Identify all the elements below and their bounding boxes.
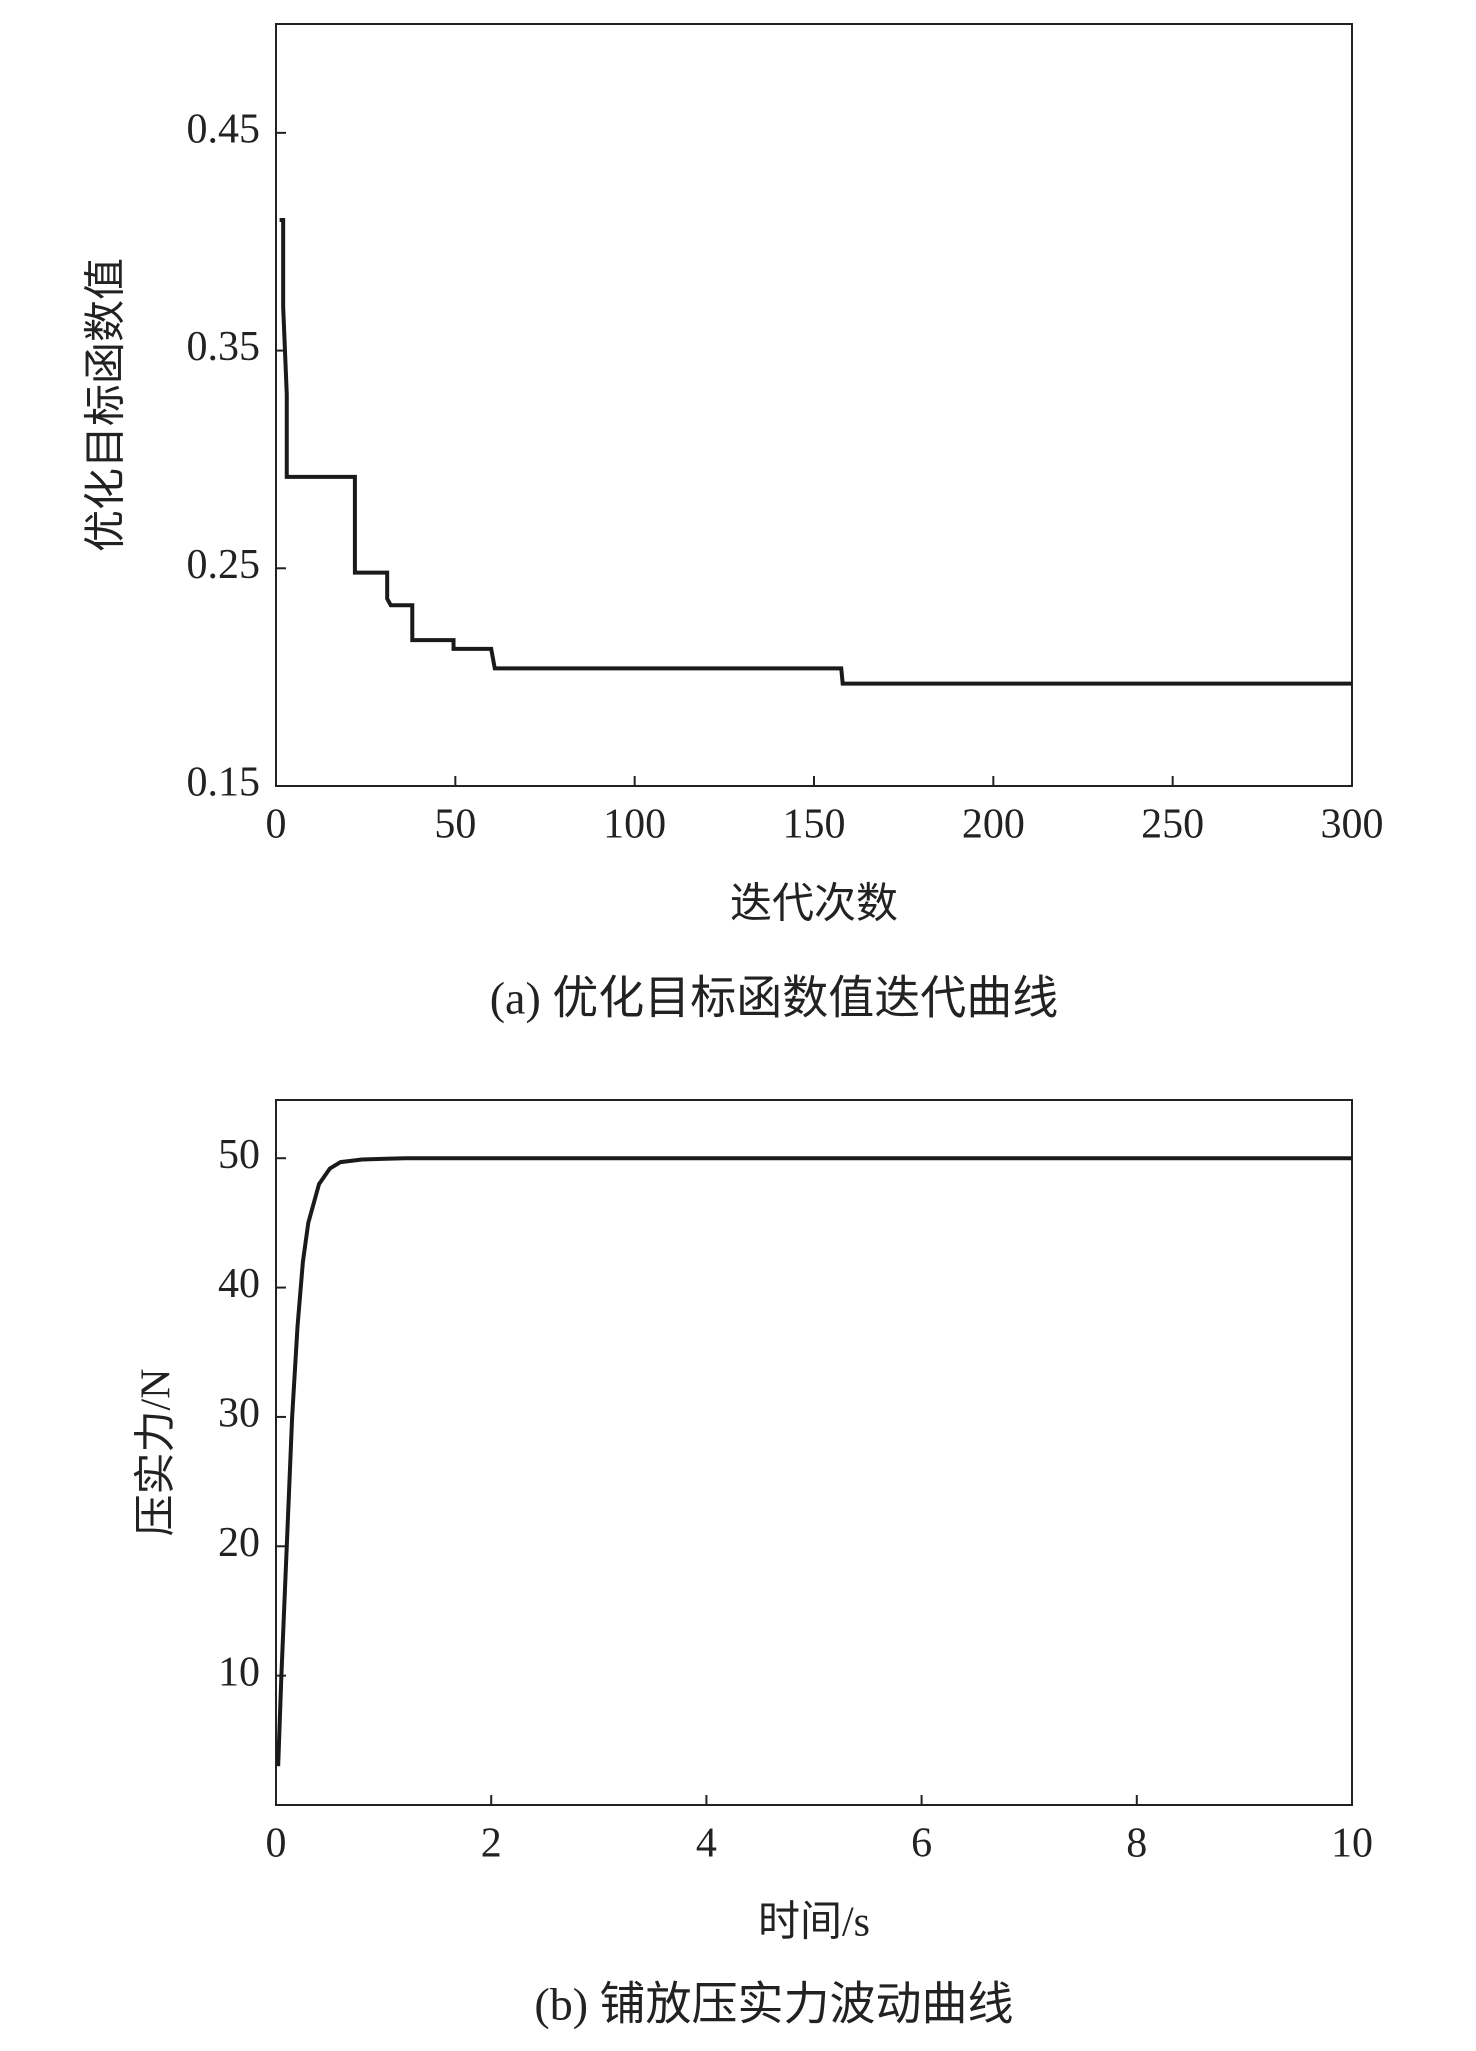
x-axis-label: 时间/s xyxy=(758,1900,870,1946)
x-tick-label: 200 xyxy=(962,802,1025,848)
y-tick-label: 0.15 xyxy=(187,760,261,806)
x-tick-label: 100 xyxy=(603,802,666,848)
x-tick-label: 6 xyxy=(911,1821,932,1867)
caption: (b) 铺放压实力波动曲线 xyxy=(534,1979,1013,2030)
x-tick-label: 8 xyxy=(1126,1821,1147,1867)
plot-frame xyxy=(275,23,1353,787)
y-tick-label: 20 xyxy=(218,1520,260,1566)
x-tick-label: 0 xyxy=(266,1821,287,1867)
data-line xyxy=(279,217,1352,686)
x-tick-label: 0 xyxy=(266,802,287,848)
x-tick-label: 10 xyxy=(1331,1821,1373,1867)
y-tick-label: 40 xyxy=(218,1261,260,1307)
x-tick-label: 250 xyxy=(1141,802,1204,848)
plot-frame xyxy=(275,1099,1353,1806)
y-tick-label: 0.35 xyxy=(187,324,261,370)
x-axis-label: 迭代次数 xyxy=(730,882,898,928)
y-axis-label: 压实力/N xyxy=(133,1368,180,1536)
y-tick-label: 30 xyxy=(218,1391,260,1437)
data-line xyxy=(276,1156,1352,1767)
y-tick-label: 50 xyxy=(218,1132,260,1178)
x-tick-label: 150 xyxy=(783,802,846,848)
x-tick-label: 50 xyxy=(434,802,476,848)
y-tick-label: 10 xyxy=(218,1649,260,1695)
y-tick-label: 0.25 xyxy=(187,542,261,588)
y-tick-label: 0.45 xyxy=(187,106,261,152)
x-tick-label: 2 xyxy=(481,1821,502,1867)
x-tick-label: 300 xyxy=(1321,802,1384,848)
y-axis-label: 优化目标函数值 xyxy=(84,258,130,552)
caption: (a) 优化目标函数值迭代曲线 xyxy=(490,973,1059,1024)
x-tick-label: 4 xyxy=(696,1821,717,1867)
